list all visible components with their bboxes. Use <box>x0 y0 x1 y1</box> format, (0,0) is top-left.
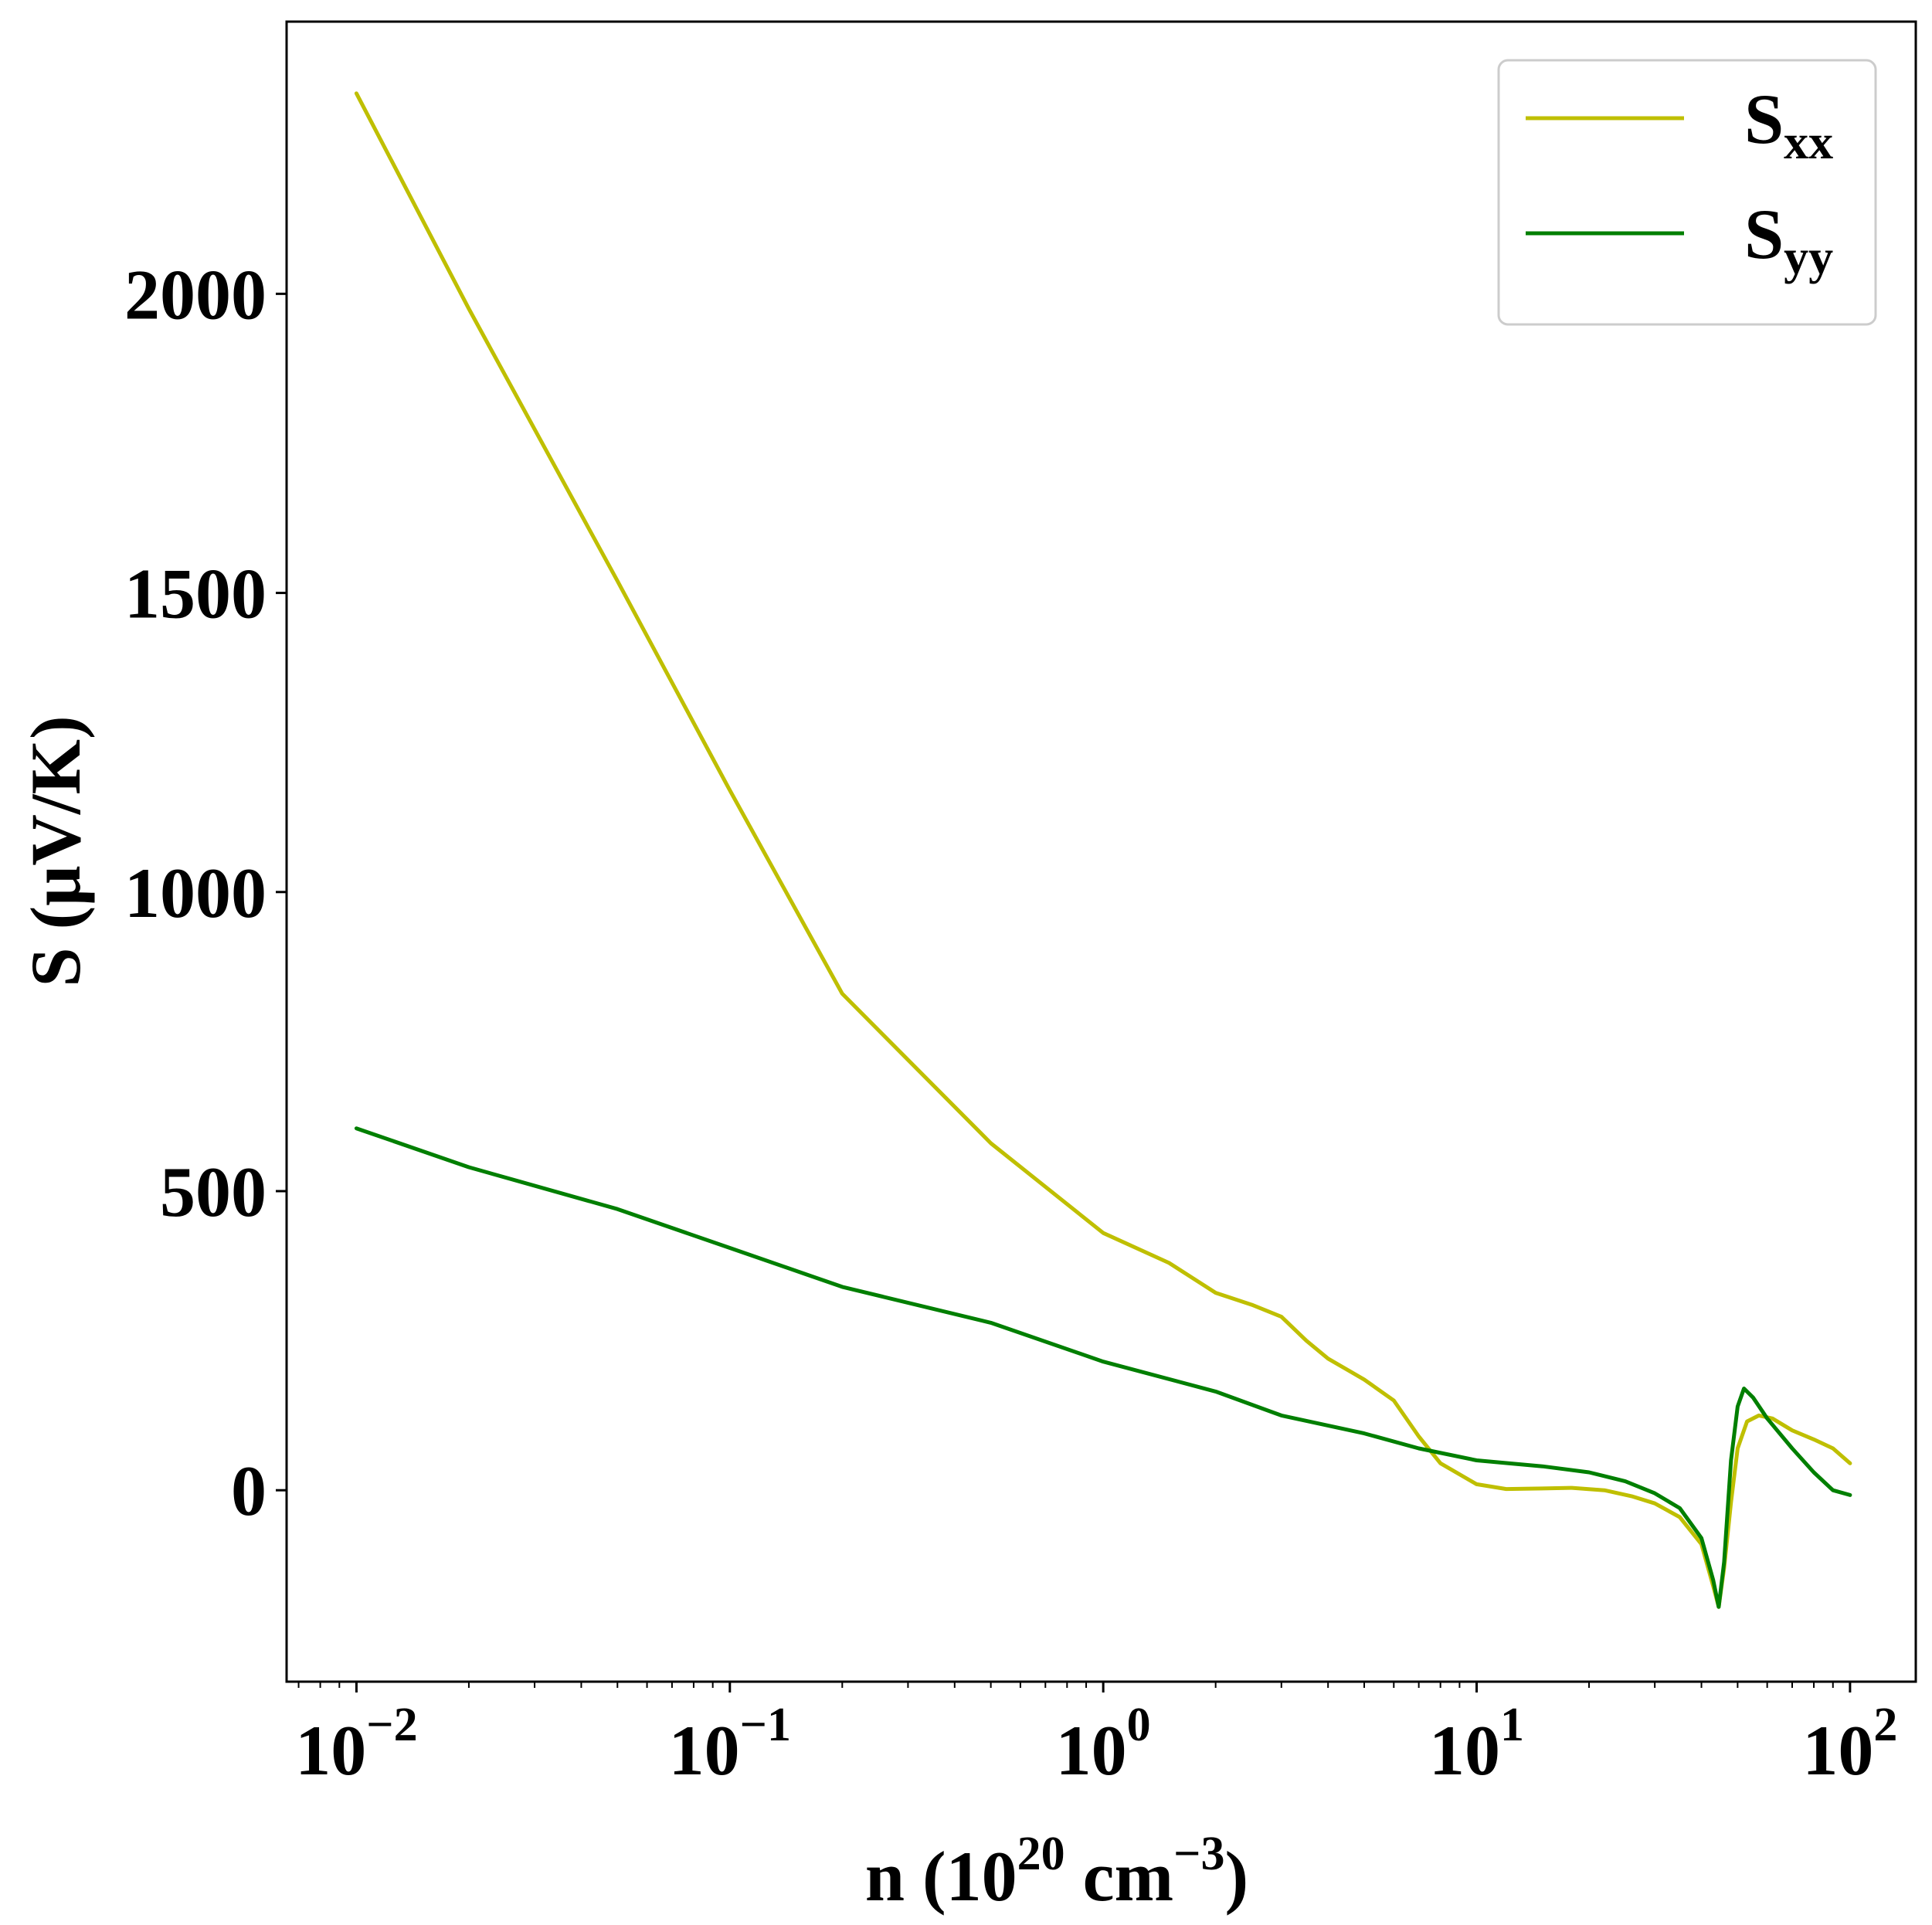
x-axis: 10−2 10−1 100 101 102 <box>295 1682 1897 1790</box>
y-tick-label: 1000 <box>124 854 267 932</box>
x-tick-label-exponent: 0 <box>1127 1699 1151 1751</box>
x-tick-label-exponent: −2 <box>366 1699 417 1751</box>
x-axis-label-unit-exponent: −3 <box>1173 1828 1224 1880</box>
x-tick-label-base: 10 <box>1802 1711 1873 1790</box>
y-axis-label: S (μV/K) <box>16 715 95 986</box>
x-axis-label-unit: cm <box>1065 1837 1173 1916</box>
y-tick-label: 500 <box>160 1153 267 1231</box>
x-tick-label: 102 <box>1802 1699 1897 1790</box>
legend-label-sxx-base: S <box>1744 80 1784 158</box>
series-line-sxx <box>354 91 1852 1609</box>
series-layer <box>354 91 1852 1609</box>
x-tick-label: 10−2 <box>295 1699 417 1790</box>
x-tick-label-base: 10 <box>295 1711 366 1790</box>
y-tick-label: 0 <box>231 1451 267 1530</box>
x-tick-label: 101 <box>1429 1699 1524 1790</box>
legend-label-syy-base: S <box>1744 195 1784 273</box>
legend-label-syy-subscript: yy <box>1784 229 1833 284</box>
legend-box <box>1497 59 1877 326</box>
x-tick-label-exponent: −1 <box>740 1699 791 1751</box>
legend-label-sxx-subscript: xx <box>1784 114 1833 169</box>
x-tick-label-base: 10 <box>1429 1711 1500 1790</box>
plot-frame <box>285 20 1917 1683</box>
legend: Sxx Syy <box>1497 59 1877 326</box>
legend-label-sxx: Sxx <box>1744 80 1833 169</box>
series-line-syy <box>354 1126 1852 1609</box>
x-axis-label-exponent: 20 <box>1017 1828 1065 1880</box>
x-axis-label-base: n (10 <box>865 1837 1017 1916</box>
y-tick-label: 2000 <box>124 255 267 334</box>
x-axis-label: n (1020 cm−3) <box>865 1828 1248 1916</box>
x-tick-label: 10−1 <box>669 1699 791 1790</box>
legend-label-syy: Syy <box>1744 195 1833 284</box>
x-tick-label-base: 10 <box>1056 1711 1127 1790</box>
x-axis-label-close: ) <box>1225 1837 1249 1916</box>
x-tick-label-exponent: 2 <box>1873 1699 1897 1751</box>
x-tick-label-exponent: 1 <box>1500 1699 1524 1751</box>
x-tick-label-base: 10 <box>669 1711 740 1790</box>
x-tick-label: 100 <box>1056 1699 1151 1790</box>
y-tick-label: 1500 <box>124 555 267 633</box>
y-axis: 0 500 1000 1500 2000 <box>124 255 287 1530</box>
